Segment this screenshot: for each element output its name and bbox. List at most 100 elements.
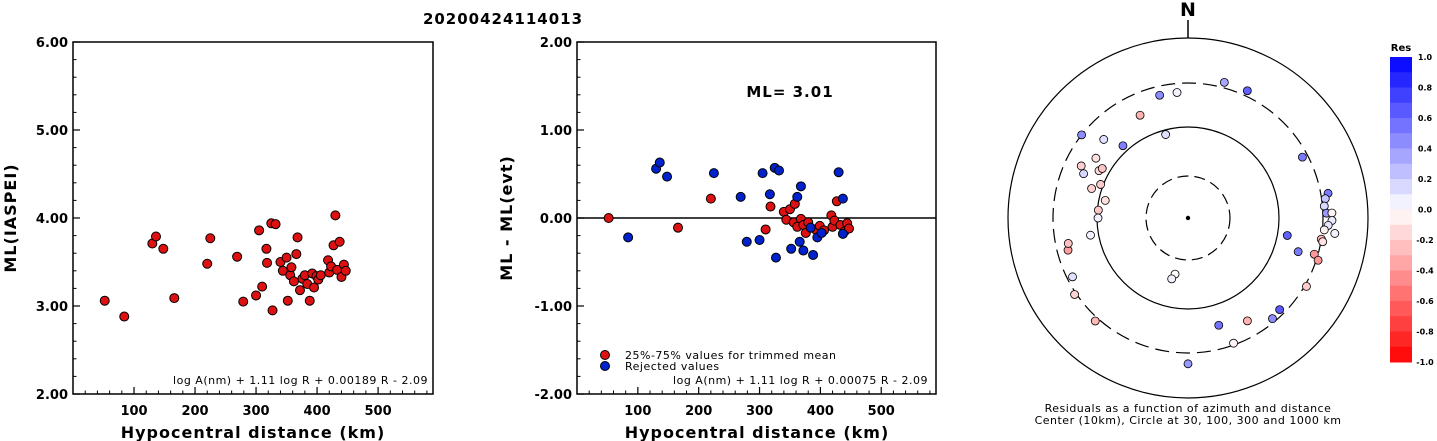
- station-marker: [1100, 196, 1110, 205]
- colorbar-cell: [1390, 316, 1412, 332]
- data-point: [662, 171, 673, 182]
- colorbar-cell: [1390, 301, 1412, 317]
- x-tick-label: 400: [807, 404, 834, 419]
- station-marker: [1070, 290, 1079, 299]
- legend-label-trimmed: 25%-75% values for trimmed mean: [625, 349, 837, 362]
- data-point: [765, 201, 776, 212]
- station-marker: [1167, 274, 1177, 284]
- data-point: [774, 165, 785, 176]
- colorbar-title: Res: [1391, 43, 1411, 54]
- colorbar-cell: [1390, 102, 1412, 119]
- residual-colorbar: Res 1.0 0.8 0.6 0.4 0.2 0.0 -0.2 -0.4 -0.6 -0.8 -1…: [1390, 43, 1434, 367]
- colorbar-cell: [1390, 331, 1412, 348]
- data-point: [158, 243, 169, 254]
- data-point: [795, 181, 806, 192]
- colorbar-cell: [1390, 270, 1412, 287]
- legend-marker-trimmed: [600, 350, 610, 360]
- colorbar-tick-label: -1.0: [1416, 358, 1434, 367]
- ring-1000km: [1007, 37, 1369, 399]
- y-tick-label: 5.00: [36, 124, 68, 139]
- station-marker: [1214, 320, 1224, 330]
- station-marker: [1087, 184, 1097, 193]
- data-point: [705, 193, 716, 204]
- north-label: N: [1180, 0, 1196, 21]
- station-marker: [1076, 161, 1086, 171]
- plot-frame: [72, 41, 434, 395]
- station-marker: [1096, 180, 1106, 189]
- station-marker: [1219, 77, 1229, 87]
- legend: 25%-75% values for trimmed mean Rejected…: [600, 349, 837, 373]
- station-marker: [1077, 130, 1087, 140]
- data-point: [805, 222, 816, 233]
- y-tick-label: -1.00: [535, 300, 572, 315]
- station-marker: [1318, 237, 1328, 247]
- x-axis-label: Hypocentral distance (km): [625, 423, 890, 441]
- station-marker: [1268, 314, 1277, 324]
- colorbar-cell: [1390, 72, 1412, 88]
- x-tick-label: 200: [685, 404, 712, 419]
- data-point: [251, 290, 262, 301]
- station-marker: [1155, 90, 1165, 100]
- data-point: [99, 295, 110, 306]
- data-point: [623, 232, 634, 243]
- data-point: [257, 281, 268, 292]
- station-marker: [1242, 86, 1252, 96]
- colorbar-cell: [1390, 163, 1412, 180]
- formula-label: log A(nm) + 1.11 log R + 0.00189 R - 2.0…: [173, 374, 428, 387]
- station-marker: [1079, 169, 1089, 179]
- data-point: [261, 243, 272, 254]
- colorbar-cell: [1390, 87, 1412, 104]
- station-marker: [1298, 152, 1307, 162]
- data-point: [786, 243, 797, 254]
- epicenter-marker: [1185, 215, 1191, 221]
- x-tick-label: 500: [868, 404, 895, 419]
- station-marker: [1090, 316, 1100, 326]
- ring-300km: [1052, 82, 1324, 354]
- data-point: [309, 282, 320, 293]
- data-point: [603, 213, 614, 223]
- data-point: [169, 293, 180, 304]
- ml-annotation: ML= 3.01: [746, 83, 833, 101]
- colorbar-tick-label: 0.4: [1418, 145, 1433, 154]
- y-tick-label: 4.00: [36, 212, 68, 227]
- y-tick-label: -2.00: [535, 388, 572, 403]
- station-marker: [1282, 231, 1292, 240]
- colorbar-cell: [1390, 240, 1412, 256]
- colorbar-tick-label: -0.2: [1416, 236, 1434, 245]
- axis-ticks: 100 200 300 400 500 2.00 3.00 4.00 5.00 6.00: [36, 36, 428, 419]
- data-point: [770, 252, 781, 263]
- colorbar-cell: [1390, 255, 1412, 271]
- colorbar-tick-label: 0.8: [1418, 84, 1433, 93]
- colorbar-tick-label: 0.0: [1418, 206, 1433, 215]
- legend-label-rejected: Rejected values: [625, 360, 720, 373]
- data-point: [741, 236, 752, 247]
- colorbar-cell: [1390, 194, 1412, 210]
- data-point: [262, 257, 273, 268]
- data-point: [792, 191, 803, 202]
- y-tick-label: 2.00: [540, 36, 572, 51]
- station-marker: [1091, 153, 1101, 163]
- station-marker: [1093, 205, 1103, 215]
- station-marker: [1330, 229, 1340, 238]
- data-point: [150, 231, 161, 242]
- x-tick-label: 200: [181, 404, 208, 419]
- data-point: [340, 265, 351, 276]
- data-point: [816, 227, 827, 238]
- ring-30km: [1145, 175, 1231, 261]
- data-point: [238, 296, 249, 307]
- data-point: [294, 285, 305, 296]
- station-marker: [1086, 230, 1095, 240]
- station-marker: [1243, 316, 1252, 326]
- x-tick-label: 400: [303, 404, 330, 419]
- station-marker: [1320, 194, 1330, 204]
- data-point: [837, 193, 848, 204]
- station-marker: [1118, 141, 1128, 151]
- colorbar-cell: [1390, 57, 1412, 73]
- data-point: [757, 168, 768, 179]
- data-point: [764, 189, 775, 200]
- data-point: [735, 191, 746, 202]
- data-point: [708, 168, 719, 179]
- colorbar-cell: [1390, 179, 1412, 195]
- station-marker: [1097, 164, 1107, 173]
